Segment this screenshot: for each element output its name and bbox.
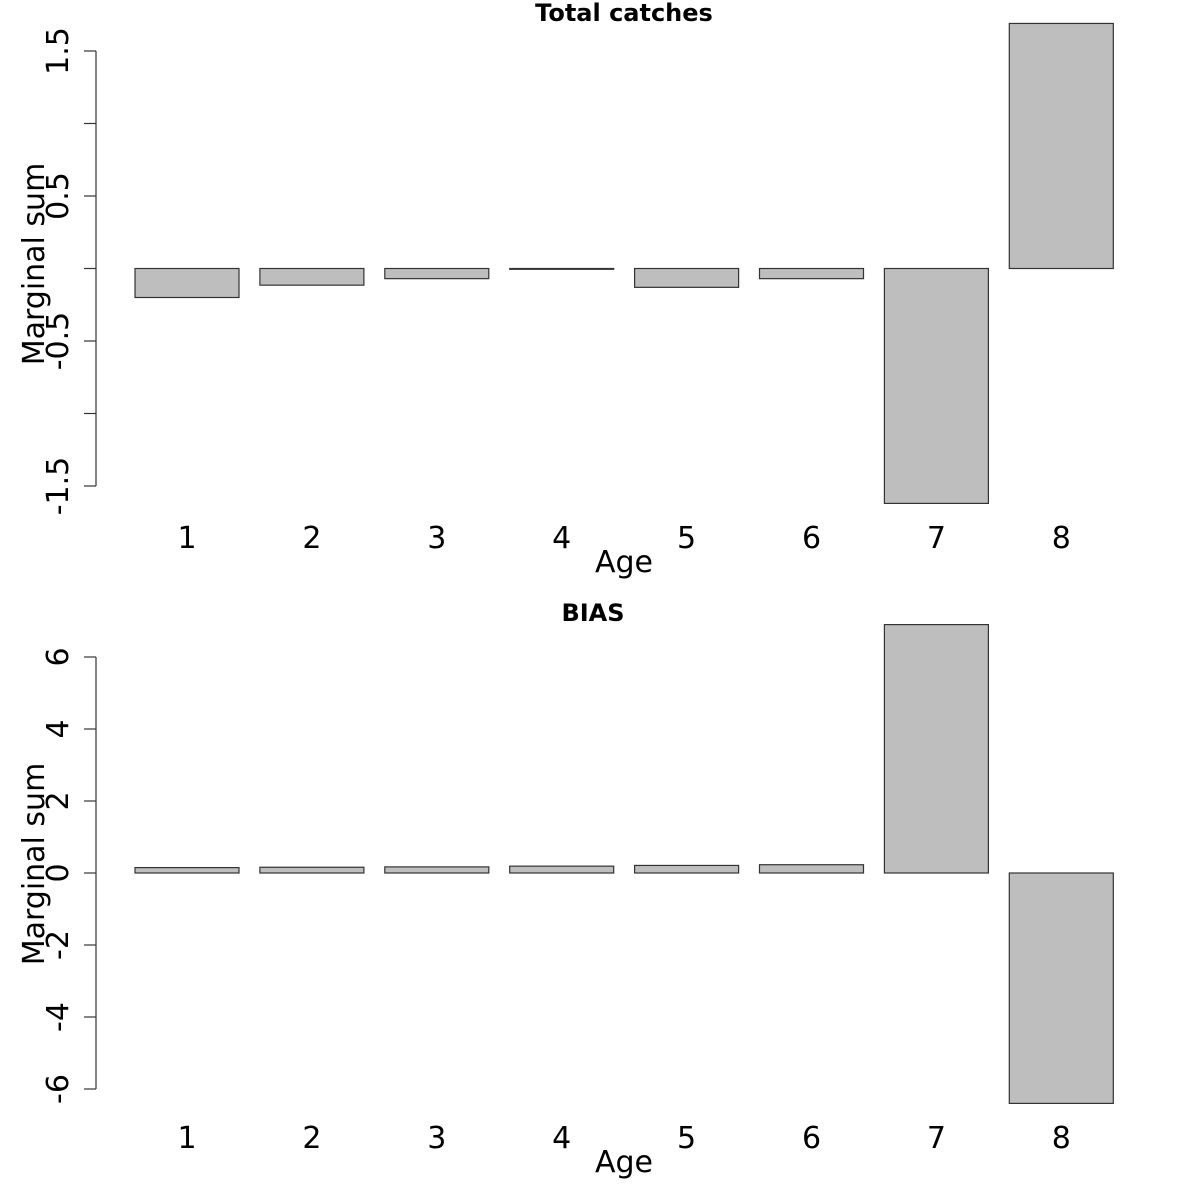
y-tick-label: 4 <box>41 719 76 738</box>
x-tick-label: 1 <box>177 1121 196 1156</box>
bar-age-1 <box>134 267 240 299</box>
x-tick-label: 7 <box>927 1121 946 1156</box>
y-tick-label: 1.5 <box>41 27 76 75</box>
panel-total-catches: Total catches Age Marginal sum -1.5 -0.5 0… <box>17 0 1114 580</box>
bar-age-3 <box>384 267 490 280</box>
x-tick-label: 4 <box>552 1121 571 1156</box>
y-axis: -6 -4 -2 0 2 4 6 <box>41 647 97 1104</box>
bar-age-2 <box>259 866 365 874</box>
x-tick-label: 5 <box>677 521 696 556</box>
x-tick-label: 8 <box>1052 521 1071 556</box>
y-tick-label: -6 <box>41 1074 76 1104</box>
x-tick-label: 6 <box>802 521 821 556</box>
y-tick-label: 0.5 <box>41 172 76 220</box>
bars <box>134 22 1114 504</box>
x-axis-label: Age <box>595 1145 653 1180</box>
bar-age-5 <box>633 864 740 874</box>
y-tick-label: -4 <box>41 1002 76 1032</box>
x-tick-label: 2 <box>302 521 321 556</box>
x-tick-label: 1 <box>177 521 196 556</box>
bar-age-5 <box>633 267 740 288</box>
y-tick-label: 6 <box>41 647 76 666</box>
bar-age-2 <box>259 267 365 286</box>
x-tick-label: 6 <box>802 1121 821 1156</box>
x-tick-label: 3 <box>427 1121 446 1156</box>
bar-age-6 <box>758 267 865 280</box>
bar-age-8 <box>1008 872 1114 1104</box>
x-tick-labels: 1 2 3 4 5 6 7 8 <box>177 1121 1070 1156</box>
x-axis-label: Age <box>595 545 653 580</box>
bars <box>134 623 1114 1104</box>
bar-age-1 <box>134 866 240 874</box>
x-tick-label: 7 <box>927 521 946 556</box>
x-tick-label: 5 <box>677 1121 696 1156</box>
bar-age-4 <box>509 267 615 270</box>
x-tick-label: 3 <box>427 521 446 556</box>
chart-title: BIAS <box>561 599 624 627</box>
x-tick-labels: 1 2 3 4 5 6 7 8 <box>177 521 1070 556</box>
bar-age-7 <box>883 267 990 504</box>
y-tick-label: -1.5 <box>41 457 76 516</box>
x-tick-label: 4 <box>552 521 571 556</box>
y-axis: -1.5 -0.5 0.5 1.5 <box>41 27 97 516</box>
bar-age-3 <box>384 866 490 874</box>
panel-bias: BIAS Age Marginal sum -6 -4 -2 0 2 4 6 1 2 3 4 5 6 7… <box>17 599 1114 1180</box>
x-tick-label: 8 <box>1052 1121 1071 1156</box>
y-axis-label: Marginal sum <box>17 163 52 366</box>
bar-age-4 <box>509 865 615 874</box>
bar-age-6 <box>758 864 865 874</box>
bar-age-7 <box>883 623 990 874</box>
x-tick-label: 2 <box>302 1121 321 1156</box>
y-tick-label: 2 <box>41 791 76 810</box>
chart-title: Total catches <box>535 0 713 27</box>
y-tick-label: -2 <box>41 930 76 960</box>
y-tick-label: -0.5 <box>41 312 76 371</box>
bar-age-8 <box>1008 22 1114 270</box>
y-axis-label: Marginal sum <box>17 763 52 966</box>
y-tick-label: 0 <box>41 863 76 882</box>
